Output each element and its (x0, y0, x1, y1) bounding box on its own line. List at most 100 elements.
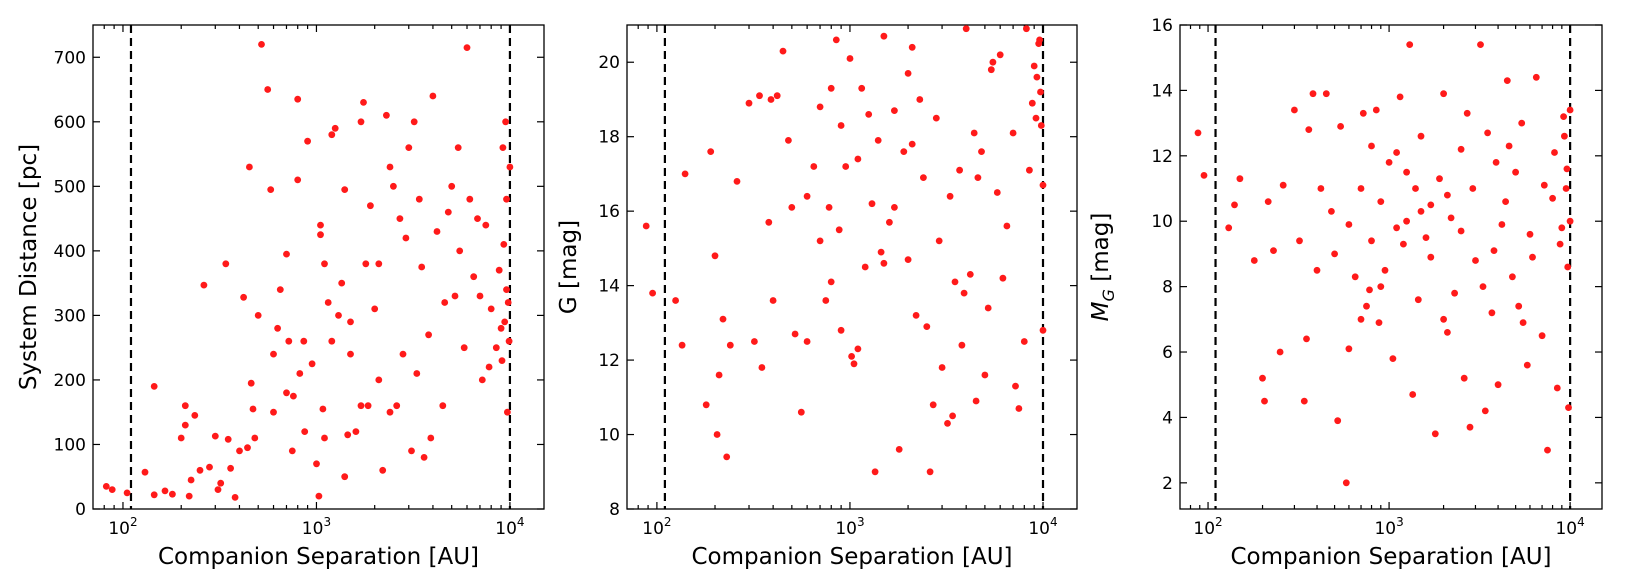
y-tick-label: 12 (598, 351, 620, 371)
data-point (240, 293, 248, 301)
data-point (504, 408, 511, 416)
data-point (108, 486, 116, 493)
data-point (1303, 335, 1310, 343)
data-point (408, 447, 415, 455)
y-tick-label: 14 (1151, 81, 1173, 101)
data-point (231, 494, 239, 501)
data-point (1377, 198, 1385, 206)
data-point (1563, 165, 1571, 173)
data-point (816, 103, 824, 111)
data-point (200, 281, 208, 289)
y-tick-label: 20 (598, 53, 620, 73)
y-tick-label: 700 (54, 48, 86, 68)
y-tick-label: 300 (54, 306, 86, 326)
data-point (1403, 217, 1410, 225)
data-point (1436, 175, 1443, 183)
y-tick-label: 14 (598, 277, 620, 297)
data-point (713, 431, 721, 438)
data-point (1259, 374, 1266, 382)
data-point (1375, 319, 1383, 326)
data-point (895, 446, 903, 453)
data-point (1515, 302, 1523, 310)
data-point (319, 405, 327, 413)
data-point (1460, 374, 1468, 382)
data-point (466, 195, 474, 203)
y-axis-label: G [mag] (556, 220, 582, 314)
data-point (1444, 329, 1451, 336)
data-point (842, 163, 850, 170)
data-point (283, 389, 290, 397)
data-point (1317, 185, 1325, 192)
data-point (1549, 194, 1556, 202)
data-point (290, 392, 297, 400)
data-point (702, 401, 710, 409)
y-tick-label: 12 (1151, 147, 1173, 167)
data-point (206, 463, 213, 471)
data-point (1296, 237, 1303, 245)
data-point (396, 215, 404, 223)
data-point (393, 402, 401, 410)
data-point (1481, 407, 1489, 415)
data-point (719, 315, 727, 323)
panel-g-mag: 102 103 104 8 10 12 14 16 18 20 Companion Separati… (556, 24, 1078, 570)
data-point (181, 402, 189, 410)
y-tick-label: 4 (1162, 408, 1173, 428)
data-point (270, 408, 277, 416)
y-tick-label: 2 (1162, 474, 1173, 494)
data-point (974, 174, 982, 182)
data-point (681, 170, 689, 178)
data-point (926, 468, 934, 476)
data-point (448, 182, 456, 190)
data-point (244, 444, 251, 452)
data-point (850, 360, 858, 368)
data-point (1028, 99, 1036, 107)
x-tick-label: 103 (1374, 515, 1403, 539)
data-point (996, 51, 1004, 59)
data-point (1276, 348, 1284, 356)
data-point (773, 92, 781, 100)
data-point (1519, 319, 1527, 326)
data-point (938, 364, 946, 371)
data-point (224, 435, 232, 443)
data-point (502, 118, 509, 126)
data-point (185, 492, 193, 500)
data-point (1422, 234, 1430, 242)
data-point (367, 202, 374, 210)
data-point (1366, 286, 1373, 294)
y-axis-label: MG [mag] (1088, 213, 1118, 322)
data-point (1264, 198, 1272, 206)
data-point (929, 401, 937, 409)
data-point (1377, 283, 1385, 290)
data-point (1345, 221, 1353, 228)
y-axis-label: System Distance [pc] (16, 144, 42, 390)
y-tick-label: 6 (1162, 343, 1173, 363)
data-point (1488, 309, 1496, 317)
data-point (1544, 446, 1551, 454)
data-point (410, 118, 418, 126)
x-tick-label: 102 (108, 515, 137, 539)
data-point (222, 260, 230, 268)
data-point (1012, 382, 1019, 390)
data-point (1457, 227, 1465, 235)
data-point (1490, 247, 1498, 255)
data-point (1406, 41, 1414, 48)
data-point (908, 43, 916, 51)
data-point (886, 218, 893, 226)
data-point (1368, 237, 1375, 245)
data-point (1502, 198, 1509, 206)
data-point (923, 323, 931, 330)
data-point (328, 337, 336, 345)
data-point (956, 166, 963, 174)
data-point (386, 408, 394, 416)
data-point (288, 447, 296, 455)
data-point (501, 318, 509, 326)
data-point (1494, 381, 1502, 389)
data-point (352, 428, 360, 435)
data-point (1036, 36, 1043, 44)
data-point (825, 204, 833, 211)
data-point (500, 241, 508, 248)
data-point (649, 289, 656, 297)
data-point (1030, 62, 1038, 70)
data-point (495, 266, 503, 274)
data-point (227, 464, 235, 472)
